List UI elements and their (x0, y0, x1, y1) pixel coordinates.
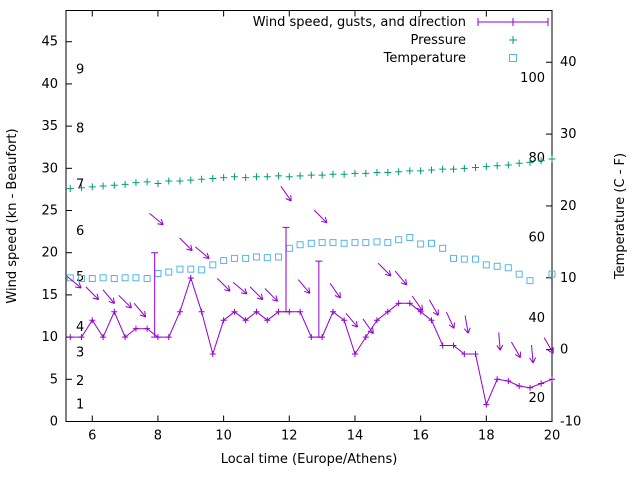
svg-text:10: 10 (215, 429, 232, 444)
x-axis: 6 8 10 12 14 16 18 20 (88, 10, 561, 444)
svg-text:40: 40 (41, 77, 58, 92)
svg-text:12: 12 (281, 429, 298, 444)
svg-text:2: 2 (76, 374, 84, 389)
svg-text:0: 0 (560, 343, 568, 358)
svg-text:Pressure: Pressure (410, 33, 466, 48)
svg-text:1: 1 (76, 398, 84, 413)
series-wind (67, 275, 555, 408)
series-wind-arrows (66, 186, 554, 364)
svg-text:100: 100 (520, 71, 545, 86)
svg-text:0: 0 (50, 415, 58, 430)
svg-text:6: 6 (76, 224, 84, 239)
y-axis-right: -10 0 10 20 30 40 (546, 55, 581, 430)
svg-text:16: 16 (412, 429, 429, 444)
svg-text:5: 5 (76, 270, 84, 285)
series-temperature (66, 234, 556, 285)
svg-text:15: 15 (41, 288, 58, 303)
svg-text:8: 8 (76, 122, 84, 137)
svg-text:35: 35 (41, 119, 58, 134)
svg-text:30: 30 (41, 161, 58, 176)
svg-text:40: 40 (528, 311, 545, 326)
svg-text:4: 4 (76, 320, 84, 335)
svg-text:10: 10 (560, 271, 577, 286)
svg-text:20: 20 (560, 199, 577, 214)
svg-text:20: 20 (41, 246, 58, 261)
svg-text:Wind speed, gusts, and directi: Wind speed, gusts, and direction (253, 15, 466, 30)
series-gusts (151, 226, 323, 338)
axis-titles: Local time (Europe/Athens) Wind speed (kn… (5, 128, 628, 467)
svg-text:-10: -10 (560, 415, 581, 430)
svg-text:20: 20 (544, 429, 561, 444)
svg-text:60: 60 (528, 231, 545, 246)
svg-text:40: 40 (560, 55, 577, 70)
legend-item-1: Pressure (410, 33, 517, 48)
plot-axes (65, 10, 553, 422)
svg-text:18: 18 (478, 429, 495, 444)
svg-text:3: 3 (76, 345, 84, 360)
svg-text:Temperature: Temperature (383, 51, 466, 66)
svg-text:9: 9 (76, 63, 84, 78)
svg-text:80: 80 (528, 151, 545, 166)
svg-text:6: 6 (88, 429, 96, 444)
svg-text:Local time (Europe/Athens): Local time (Europe/Athens) (221, 452, 398, 467)
svg-text:30: 30 (560, 127, 577, 142)
svg-text:5: 5 (50, 372, 58, 387)
svg-text:45: 45 (41, 35, 58, 50)
series-pressure (66, 155, 556, 193)
svg-text:7: 7 (76, 177, 84, 192)
svg-text:20: 20 (528, 391, 545, 406)
svg-text:10: 10 (41, 330, 58, 345)
svg-text:8: 8 (154, 429, 162, 444)
legend: Wind speed, gusts, and direction Pressure… (253, 15, 549, 66)
y-axis-left: 0 5 10 15 20 25 30 35 40 45 (41, 35, 72, 430)
legend-item-0: Wind speed, gusts, and direction (253, 15, 549, 30)
svg-text:Temperature (C - F): Temperature (C - F) (613, 153, 628, 280)
legend-item-2: Temperature (383, 51, 517, 66)
svg-text:Wind speed (kn - Beaufort): Wind speed (kn - Beaufort) (5, 128, 20, 303)
beaufort-labels: 1 2 3 4 5 6 7 8 9 (76, 63, 84, 413)
svg-text:14: 14 (347, 429, 364, 444)
svg-text:25: 25 (41, 204, 58, 219)
